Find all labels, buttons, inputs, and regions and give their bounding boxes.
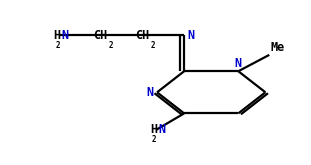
Text: Me: Me [271, 41, 285, 54]
Text: N: N [187, 29, 194, 42]
Text: N: N [159, 123, 166, 136]
Text: H: H [53, 29, 60, 42]
Text: 2: 2 [109, 41, 113, 50]
Text: CH: CH [135, 29, 150, 42]
Text: N: N [235, 57, 242, 70]
Text: CH: CH [93, 29, 108, 42]
Text: 2: 2 [150, 41, 155, 50]
Text: N: N [61, 29, 68, 42]
Text: H: H [150, 123, 157, 136]
Text: N: N [147, 86, 154, 99]
Text: 2: 2 [151, 135, 156, 144]
Text: 2: 2 [55, 41, 60, 49]
